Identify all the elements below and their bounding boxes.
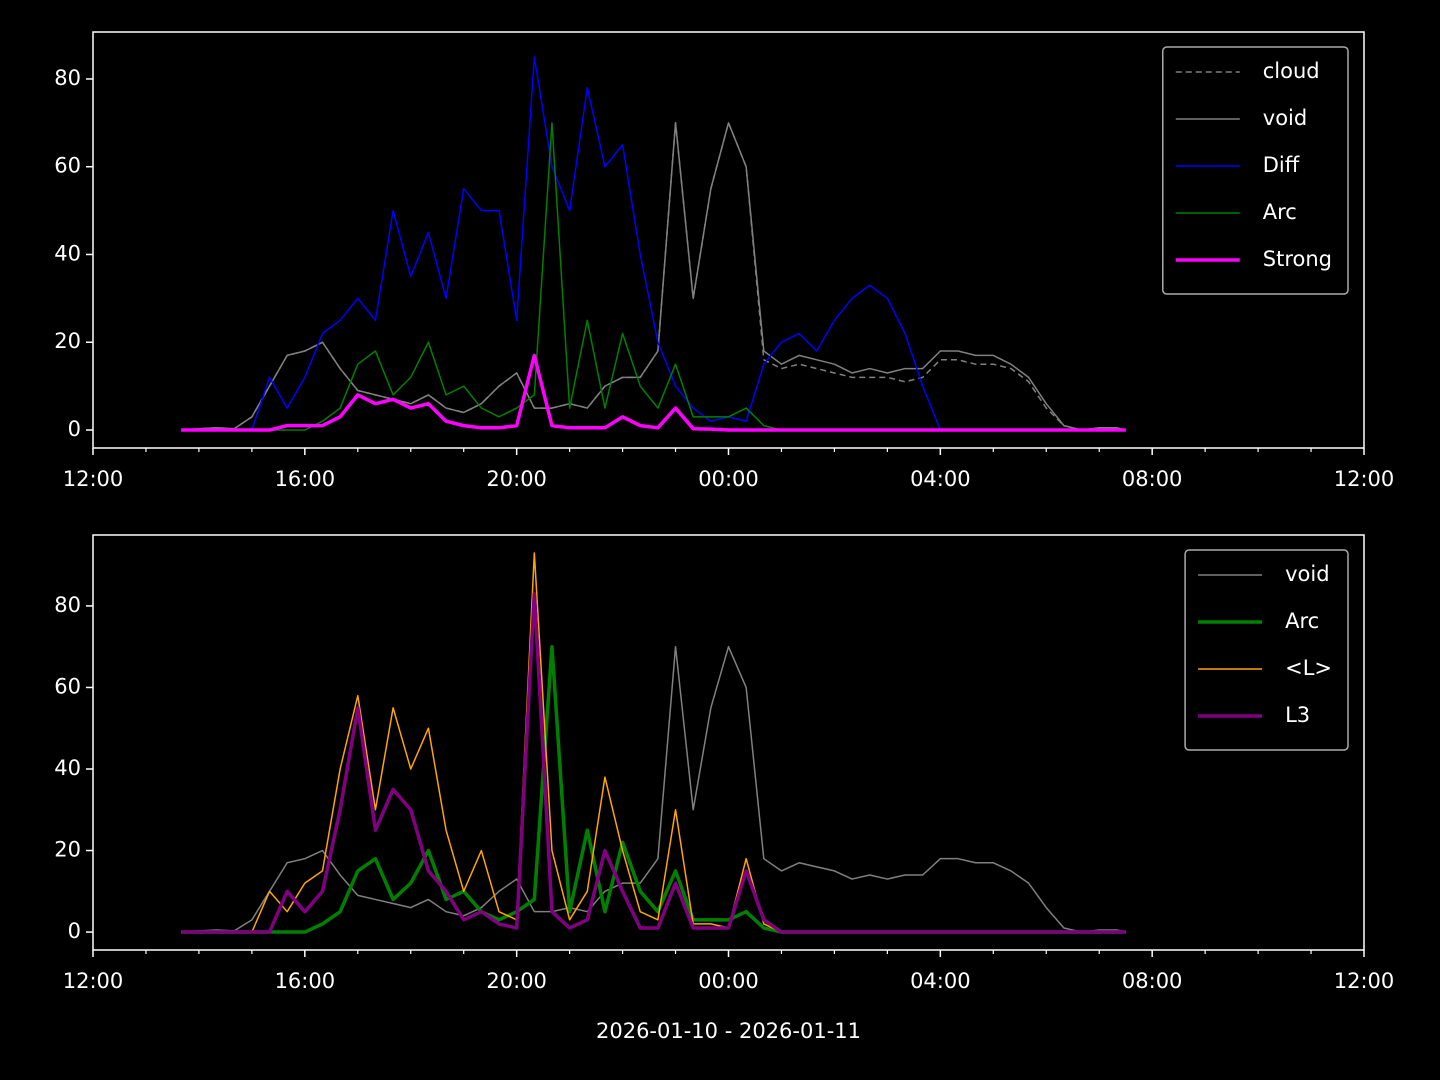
x-tick-label: 08:00 bbox=[1122, 467, 1183, 491]
x-tick-label: 12:00 bbox=[1334, 969, 1395, 993]
x-tick-label: 00:00 bbox=[698, 969, 759, 993]
y-tick-label: 0 bbox=[68, 417, 81, 441]
x-tick-label: 20:00 bbox=[486, 467, 547, 491]
legend-label: Arc bbox=[1285, 609, 1319, 633]
x-tick-label: 04:00 bbox=[910, 969, 971, 993]
legend-label: void bbox=[1285, 562, 1329, 586]
y-tick-label: 40 bbox=[54, 241, 81, 265]
legend-label: <L> bbox=[1285, 656, 1332, 680]
subplot: 0 20 40 60 80 12:00 16:00 20:00 00:00 04:00 08:00 1… bbox=[54, 534, 1395, 1043]
x-tick-label: 08:00 bbox=[1122, 969, 1183, 993]
legend-frame bbox=[1162, 46, 1349, 295]
y-tick-label: 20 bbox=[54, 838, 81, 862]
legend-frame bbox=[1184, 549, 1349, 751]
legend-label: void bbox=[1263, 106, 1307, 130]
legend: cloud void Diff Arc Strong bbox=[1162, 46, 1349, 295]
series-line bbox=[181, 353, 1126, 432]
series-line bbox=[181, 122, 1126, 431]
x-tick-label: 16:00 bbox=[275, 969, 336, 993]
series-line bbox=[181, 591, 1126, 934]
subplot: 0 20 40 60 80 12:00 16:00 20:00 00:00 04:00 08:00 1… bbox=[54, 31, 1395, 491]
x-tick-label: 04:00 bbox=[910, 467, 971, 491]
y-tick-label: 0 bbox=[68, 919, 81, 943]
series-line bbox=[181, 645, 1126, 933]
x-tick-label: 00:00 bbox=[698, 467, 759, 491]
y-tick-label: 80 bbox=[54, 593, 81, 617]
legend: void Arc <L> L3 bbox=[1184, 549, 1349, 751]
x-tick-label: 12:00 bbox=[1334, 467, 1395, 491]
legend-label: cloud bbox=[1263, 59, 1320, 83]
y-tick-label: 20 bbox=[54, 329, 81, 353]
legend-label: Arc bbox=[1263, 200, 1297, 224]
x-tick-label: 12:00 bbox=[63, 467, 124, 491]
legend-label: Diff bbox=[1263, 153, 1300, 177]
y-tick-label: 40 bbox=[54, 756, 81, 780]
legend-label: L3 bbox=[1285, 703, 1310, 727]
y-tick-label: 60 bbox=[54, 154, 81, 178]
y-tick-label: 60 bbox=[54, 674, 81, 698]
y-tick-label: 80 bbox=[54, 66, 81, 90]
legend-label: Strong bbox=[1263, 247, 1332, 271]
x-tick-label: 20:00 bbox=[486, 969, 547, 993]
x-tick-label: 16:00 bbox=[275, 467, 336, 491]
x-tick-label: 12:00 bbox=[63, 969, 124, 993]
x-axis-label: 2026-01-10 - 2026-01-11 bbox=[596, 1019, 861, 1043]
